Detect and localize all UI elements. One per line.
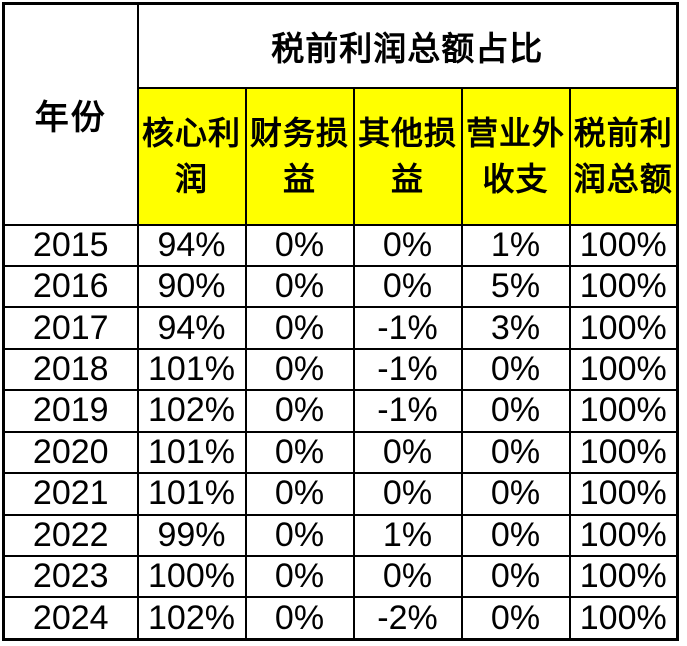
col-header-core-profit: 核心利 润 <box>136 86 247 226</box>
value-cell: 0% <box>244 306 355 350</box>
value-cell: 101% <box>136 472 247 516</box>
value-cell: 5% <box>460 264 571 309</box>
value-cell: 0% <box>244 430 355 475</box>
value-cell: 0% <box>460 430 571 475</box>
year-cell: 2022 <box>2 513 139 558</box>
value-cell: -1% <box>352 306 463 350</box>
value-cell: 0% <box>244 347 355 392</box>
year-cell: 2017 <box>2 306 139 350</box>
table-row: 2022 99% 0% 1% 0% 100% <box>2 513 679 558</box>
pretax-profit-composition-table: 年份 税前利润总额占比 核心利 润 财务损 益 其他损 益 营业外 收支 税前利… <box>2 2 679 641</box>
year-cell: 2023 <box>2 554 139 599</box>
table-row: 2023 100% 0% 0% 0% 100% <box>2 554 679 599</box>
value-cell: 1% <box>460 223 571 267</box>
group-header-row: 年份 税前利润总额占比 <box>2 2 679 226</box>
value-cell: 0% <box>244 513 355 558</box>
value-cell: 101% <box>136 430 247 475</box>
table-row: 2024 102% 0% -2% 0% 100% <box>2 596 679 641</box>
value-cell: 0% <box>244 596 355 641</box>
value-cell: 0% <box>352 223 463 267</box>
year-cell: 2015 <box>2 223 139 267</box>
table-row: 2016 90% 0% 0% 5% 100% <box>2 264 679 309</box>
table-row: 2017 94% 0% -1% 3% 100% <box>2 306 679 350</box>
value-cell: 0% <box>244 264 355 309</box>
value-cell: 100% <box>568 389 679 433</box>
value-cell: 94% <box>136 306 247 350</box>
value-cell: -1% <box>352 347 463 392</box>
table-row: 2015 94% 0% 0% 1% 100% <box>2 223 679 267</box>
value-cell: 99% <box>136 513 247 558</box>
table-row: 2020 101% 0% 0% 0% 100% <box>2 430 679 475</box>
value-cell: 0% <box>352 472 463 516</box>
year-column-header: 年份 <box>2 2 139 226</box>
value-cell: 100% <box>568 513 679 558</box>
value-cell: 101% <box>136 347 247 392</box>
value-cell: 100% <box>568 264 679 309</box>
col-header-other-gains: 其他损 益 <box>352 86 463 226</box>
value-cell: 100% <box>568 223 679 267</box>
year-cell: 2021 <box>2 472 139 516</box>
value-cell: 100% <box>568 554 679 599</box>
value-cell: 0% <box>460 472 571 516</box>
value-cell: 0% <box>460 389 571 433</box>
value-cell: 100% <box>568 596 679 641</box>
year-cell: 2019 <box>2 389 139 433</box>
value-cell: 0% <box>460 513 571 558</box>
value-cell: 100% <box>568 472 679 516</box>
year-cell: 2018 <box>2 347 139 392</box>
value-cell: -1% <box>352 389 463 433</box>
year-cell: 2020 <box>2 430 139 475</box>
value-cell: 100% <box>568 306 679 350</box>
value-cell: 102% <box>136 596 247 641</box>
col-header-non-operating: 营业外 收支 <box>460 86 571 226</box>
table-row: 2018 101% 0% -1% 0% 100% <box>2 347 679 392</box>
value-cell: 0% <box>352 554 463 599</box>
value-cell: 0% <box>352 264 463 309</box>
value-cell: 0% <box>460 596 571 641</box>
value-cell: 102% <box>136 389 247 433</box>
value-cell: 0% <box>244 472 355 516</box>
year-cell: 2016 <box>2 264 139 309</box>
value-cell: 100% <box>568 430 679 475</box>
value-cell: -2% <box>352 596 463 641</box>
value-cell: 1% <box>352 513 463 558</box>
value-cell: 0% <box>460 347 571 392</box>
col-header-total-pretax-profit: 税前利 润总额 <box>568 86 679 226</box>
value-cell: 100% <box>136 554 247 599</box>
value-cell: 0% <box>244 223 355 267</box>
value-cell: 0% <box>460 554 571 599</box>
value-cell: 94% <box>136 223 247 267</box>
table-row: 2021 101% 0% 0% 0% 100% <box>2 472 679 516</box>
value-cell: 0% <box>244 554 355 599</box>
year-cell: 2024 <box>2 596 139 641</box>
value-cell: 0% <box>352 430 463 475</box>
column-header-row: 核心利 润 财务损 益 其他损 益 营业外 收支 税前利 润总额 <box>4 86 679 226</box>
value-cell: 90% <box>136 264 247 309</box>
value-cell: 0% <box>244 389 355 433</box>
group-header: 税前利润总额占比 <box>136 2 679 89</box>
table-row: 2019 102% 0% -1% 0% 100% <box>2 389 679 433</box>
value-cell: 3% <box>460 306 571 350</box>
value-cell: 100% <box>568 347 679 392</box>
col-header-financial-gains: 财务损 益 <box>244 86 355 226</box>
